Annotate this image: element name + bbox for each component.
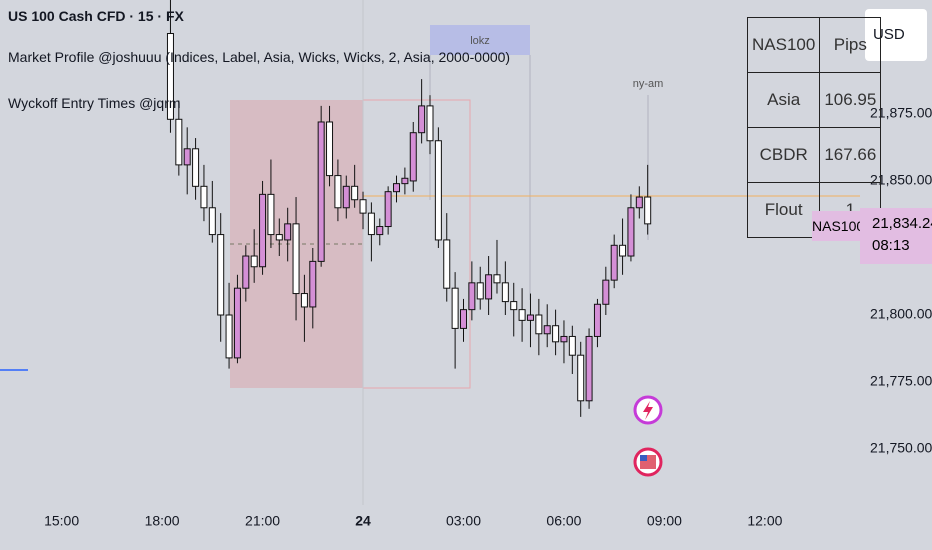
candle-body xyxy=(568,335,576,356)
candle-body xyxy=(535,314,543,335)
candle-body xyxy=(468,282,476,311)
y-tick-label: 21,850.00 xyxy=(870,172,932,188)
table-cell: CBDR xyxy=(746,127,821,183)
candle-body xyxy=(166,33,174,120)
session-label: ny-am xyxy=(633,78,664,90)
x-tick-label: 21:00 xyxy=(245,513,280,529)
candle-body xyxy=(242,255,250,289)
table-row: Asia 106.95 xyxy=(746,72,882,128)
countdown: 08:13 xyxy=(872,237,910,254)
candle-body xyxy=(409,132,417,182)
candle-body xyxy=(577,354,585,402)
candle-body xyxy=(610,244,618,281)
candle-body xyxy=(259,193,267,268)
x-tick-label: 09:00 xyxy=(647,513,682,529)
candle-body xyxy=(225,314,233,359)
candle-body xyxy=(367,212,375,236)
candle-body xyxy=(376,226,384,236)
candle-body xyxy=(543,325,551,335)
candle-body xyxy=(619,244,627,257)
candle-body xyxy=(510,301,518,311)
x-tick-label: 06:00 xyxy=(546,513,581,529)
candle-body xyxy=(183,148,191,166)
candle-body xyxy=(292,223,300,295)
candle-body xyxy=(342,185,350,209)
y-tick-label: 21,750.00 xyxy=(870,440,932,456)
chart-title: US 100 Cash CFD · 15 · FX xyxy=(8,8,184,24)
candle-body xyxy=(284,223,292,241)
icons xyxy=(633,395,663,477)
candle-body xyxy=(593,303,601,337)
candle-body xyxy=(493,274,501,284)
candle-body xyxy=(585,335,593,402)
candle-body xyxy=(602,279,610,305)
candle-body xyxy=(300,293,308,308)
candle-body xyxy=(334,175,342,209)
indicator-1: Market Profile @joshuuu (Indices, Label,… xyxy=(8,49,511,65)
y-tick-label: 21,800.00 xyxy=(870,306,932,322)
candle-body xyxy=(459,309,467,329)
table-cell: NAS100 xyxy=(746,17,821,73)
table-row: CBDR 167.66 xyxy=(746,127,882,183)
candle-body xyxy=(476,282,484,300)
session-label: lokz xyxy=(470,35,490,47)
candle-body xyxy=(627,207,635,257)
candle-body xyxy=(175,118,183,166)
table-cell: Pips xyxy=(819,17,882,73)
candle-body xyxy=(250,255,258,268)
candle-body xyxy=(359,199,367,214)
candle-body xyxy=(443,239,451,289)
x-tick-label: 03:00 xyxy=(446,513,481,529)
candle-body xyxy=(317,121,325,262)
candle-body xyxy=(233,287,241,359)
table-row: NAS100 Pips xyxy=(746,17,882,73)
candle-body xyxy=(267,193,275,236)
y-tick-label: 21,875.00 xyxy=(870,105,932,121)
candle-body xyxy=(401,177,409,185)
candle-body xyxy=(351,185,359,201)
x-tick-label: 15:00 xyxy=(44,513,79,529)
last-price: 21,834.24 xyxy=(872,215,932,232)
candle-body xyxy=(418,105,426,134)
candle-body xyxy=(485,274,493,300)
candle-body xyxy=(309,260,317,308)
x-tick-label: 12:00 xyxy=(747,513,782,529)
y-tick-label: 21,775.00 xyxy=(870,373,932,389)
candle-body xyxy=(217,234,225,316)
table-cell: 106.95 xyxy=(819,72,882,128)
candle-body xyxy=(560,335,568,343)
candle-body xyxy=(326,121,334,177)
indicator-2: Wyckoff Entry Times @jqrm xyxy=(8,95,181,111)
price-label: 21,834.24 08:13 xyxy=(860,208,932,264)
table-cell: Asia xyxy=(746,72,821,128)
candle-body xyxy=(426,105,434,142)
table-cell: Flout xyxy=(746,182,821,238)
candle-body xyxy=(501,282,509,303)
candle-body xyxy=(518,309,526,321)
candle-body xyxy=(393,183,401,193)
x-tick-label: 18:00 xyxy=(145,513,180,529)
candle-body xyxy=(552,325,560,343)
candle-body xyxy=(384,191,392,228)
x-tick-label: 24 xyxy=(355,513,371,529)
candle-body xyxy=(526,314,534,321)
candle-body xyxy=(644,196,652,225)
candle-body xyxy=(635,196,643,209)
candle-body xyxy=(208,207,216,236)
candle-body xyxy=(192,148,200,187)
candle-body xyxy=(434,140,442,241)
candle-body xyxy=(451,287,459,329)
currency-label: USD xyxy=(873,26,905,43)
table-cell: 167.66 xyxy=(819,127,882,183)
symbol-label: NAS100 xyxy=(812,211,864,241)
pips-table: NAS100 Pips Asia 106.95 CBDR 167.66 Flout 1 xyxy=(746,17,882,238)
lokz-box xyxy=(430,25,530,55)
candle-body xyxy=(200,185,208,209)
candle-body xyxy=(275,234,283,241)
